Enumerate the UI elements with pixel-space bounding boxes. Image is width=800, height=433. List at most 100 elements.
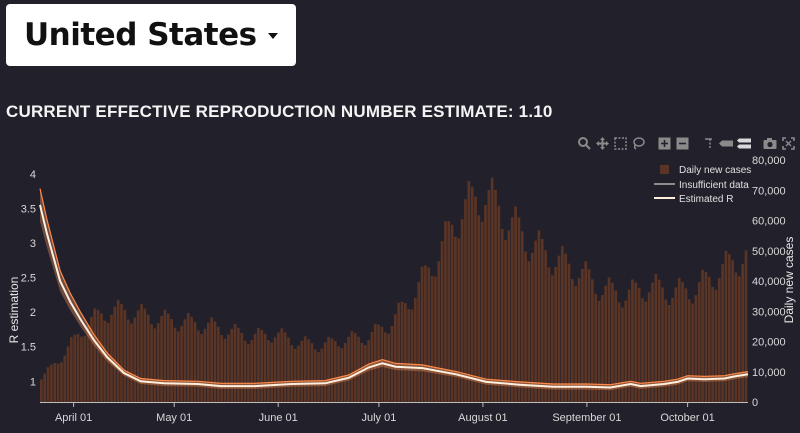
cases-bar: [494, 189, 497, 402]
cases-bar: [637, 287, 641, 402]
cases-bar: [126, 319, 130, 402]
cases-bar: [490, 177, 494, 402]
cases-bar: [477, 215, 481, 402]
x-tick-label: July 01: [361, 412, 396, 424]
cases-bar: [60, 362, 63, 402]
cases-bar: [186, 313, 190, 402]
country-selector[interactable]: United States: [6, 4, 296, 66]
x-tick-label: August 01: [458, 412, 508, 424]
cases-bar: [507, 230, 511, 402]
cases-bar: [183, 319, 187, 402]
legend-swatch-cases: [660, 165, 669, 174]
y2-tick-label: 30,000: [752, 306, 786, 318]
cases-bar: [196, 330, 200, 402]
y2-axis-ticks: 0 10,000 20,000 30,000 40,000 50,000 60,000 70,…: [752, 155, 786, 409]
zoom-icon[interactable]: [576, 135, 592, 151]
cases-bar: [123, 309, 127, 402]
cases-bar: [487, 189, 491, 402]
cases-bar: [581, 268, 584, 402]
y-tick-label: 1.5: [21, 342, 36, 354]
cases-bar: [624, 300, 628, 402]
cases-bar: [571, 279, 574, 402]
cases-bar: [390, 326, 394, 402]
cases-bar: [153, 328, 157, 402]
cases-bar: [414, 297, 417, 402]
cases-bar: [614, 290, 618, 402]
cases-bar: [631, 279, 634, 402]
cases-bar: [420, 266, 424, 402]
hover-compare-icon[interactable]: [736, 135, 752, 151]
cases-bar: [360, 342, 364, 402]
y-tick-label: 2.5: [21, 273, 36, 285]
spike-lines-icon[interactable]: [700, 135, 716, 151]
cases-bar: [387, 333, 390, 402]
cases-bar: [574, 286, 578, 402]
cases-bar: [293, 348, 297, 402]
cases-bar: [253, 333, 257, 402]
y2-tick-label: 60,000: [752, 216, 786, 228]
cases-bar: [704, 271, 708, 402]
zoom-out-icon[interactable]: [674, 135, 690, 151]
cases-bar: [206, 322, 210, 402]
cases-bar: [233, 324, 237, 402]
cases-bar: [130, 323, 133, 402]
hover-closest-icon[interactable]: [718, 135, 734, 151]
cases-bar: [223, 338, 227, 402]
cases-bar: [283, 332, 287, 402]
cases-bar: [701, 269, 704, 402]
x-tick-label: September 01: [552, 412, 621, 424]
cases-bar: [166, 313, 170, 402]
cases-bar: [120, 303, 123, 402]
cases-bar: [203, 328, 207, 402]
reproduction-chart[interactable]: 1 1.5 2 2.5 3 3.5 4 0 10,000 20,000 30,000 40,000 5…: [0, 150, 800, 433]
cases-bar: [604, 285, 608, 402]
cases-bar: [564, 253, 567, 402]
estimated-r-line: [39, 204, 749, 389]
cases-bar: [116, 299, 120, 402]
cases-bar: [66, 346, 70, 402]
cases-bar: [530, 252, 534, 402]
lasso-select-icon[interactable]: [630, 135, 646, 151]
cases-bar: [146, 314, 150, 402]
cases-bar: [407, 309, 411, 402]
cases-bar: [524, 251, 527, 402]
cases-bar: [714, 289, 718, 402]
cases-bar: [113, 306, 117, 402]
cases-bar: [56, 363, 60, 402]
cases-bar: [681, 281, 684, 402]
pan-icon[interactable]: [594, 135, 610, 151]
cases-bar: [667, 305, 671, 402]
y-axis-label: R estimation: [7, 277, 21, 344]
cases-bar: [504, 239, 507, 402]
cases-bar: [594, 293, 598, 402]
y2-tick-label: 40,000: [752, 276, 786, 288]
cases-bar: [76, 333, 80, 402]
cases-bar: [247, 344, 250, 402]
cases-bar: [721, 264, 724, 402]
cases-bar: [587, 269, 591, 402]
cases-bar: [133, 317, 137, 402]
reset-axes-icon[interactable]: [780, 135, 796, 151]
cases-bar: [734, 272, 738, 402]
cases-bar: [677, 277, 681, 402]
cases-bar: [557, 255, 561, 402]
cases-bar: [260, 330, 264, 402]
cases-bar: [90, 316, 93, 402]
cases-bar: [63, 355, 67, 402]
cases-bar: [430, 275, 434, 402]
cases-bar: [627, 289, 631, 402]
x-tick-label: May 01: [156, 412, 192, 424]
cases-bar: [697, 282, 701, 402]
camera-icon[interactable]: [762, 135, 778, 151]
cases-bar: [517, 217, 521, 402]
cases-bar: [250, 340, 254, 402]
cases-bar: [474, 196, 477, 402]
cases-bar: [397, 302, 401, 402]
cases-bar: [694, 295, 698, 402]
cases-bar: [554, 266, 557, 402]
zoom-in-icon[interactable]: [656, 135, 672, 151]
box-select-icon[interactable]: [612, 135, 628, 151]
cases-bar: [480, 221, 484, 402]
cases-bar: [724, 250, 728, 402]
cases-bar: [337, 346, 340, 402]
